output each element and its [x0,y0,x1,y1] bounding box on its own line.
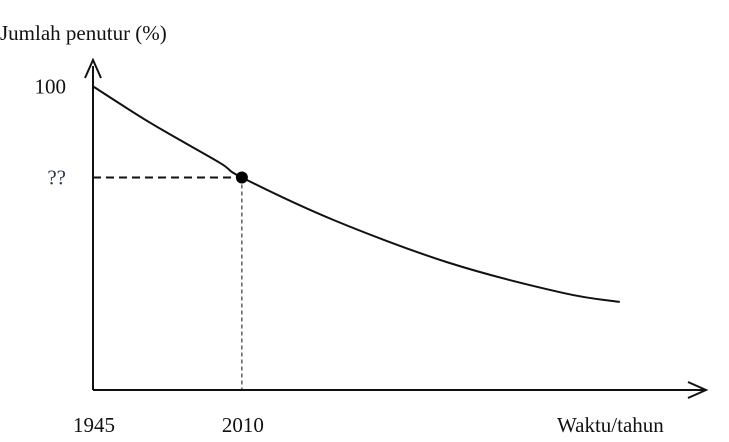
x-axis-label: Waktu/tahun [557,413,664,437]
guide-lines [93,176,243,390]
y-tick-label: ?? [47,165,66,189]
y-tick-labels: 100?? [35,74,67,189]
series-line [92,85,620,303]
x-axis-arrowhead [687,381,709,399]
x-tick-labels: 1945 2010 [73,413,264,437]
highlight-point [235,171,248,184]
y-axis-arrowhead [84,57,102,79]
x-tick-label: 1945 [73,413,115,437]
y-axis-label: Jumlah penutur (%) [0,21,167,45]
x-tick-label: 2010 [222,413,264,437]
y-tick-label: 100 [35,74,67,98]
